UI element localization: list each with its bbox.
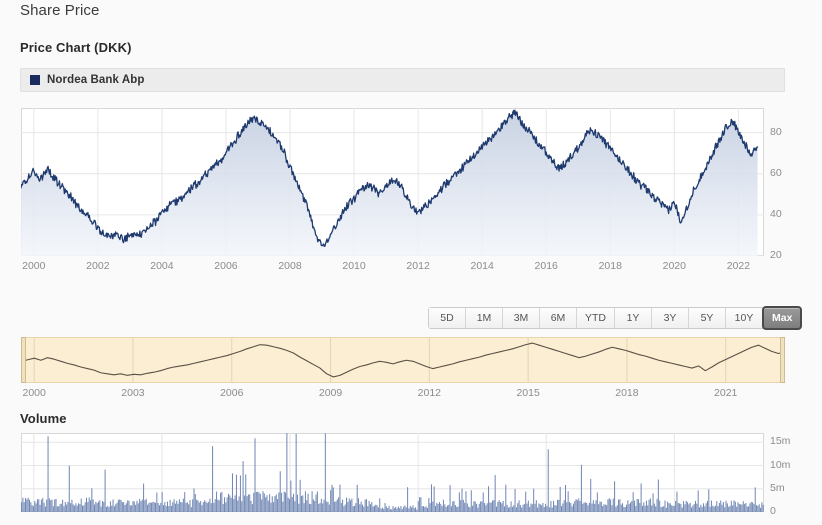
chart-legend[interactable]: Nordea Bank Abp bbox=[20, 68, 785, 92]
range-button-6m[interactable]: 6M bbox=[540, 308, 577, 328]
price-y-tick-20: 20 bbox=[770, 249, 782, 261]
price-chart-plot-area[interactable] bbox=[21, 108, 764, 256]
price-x-tick-2000: 2000 bbox=[22, 260, 46, 272]
range-button-5d[interactable]: 5D bbox=[429, 308, 466, 328]
volume-y-tick-0: 0 bbox=[770, 505, 776, 517]
navigator-x-tick-2006: 2006 bbox=[220, 387, 244, 399]
navigator-x-tick-2021: 2021 bbox=[714, 387, 738, 399]
range-button-3m[interactable]: 3M bbox=[503, 308, 540, 328]
price-x-tick-2020: 2020 bbox=[662, 260, 686, 272]
price-x-tick-2008: 2008 bbox=[278, 260, 302, 272]
navigator-x-tick-2000: 2000 bbox=[22, 387, 46, 399]
price-x-tick-2006: 2006 bbox=[214, 260, 238, 272]
price-x-tick-2010: 2010 bbox=[342, 260, 366, 272]
range-button-3y[interactable]: 3Y bbox=[652, 308, 689, 328]
price-chart-title: Price Chart (DKK) bbox=[20, 40, 132, 55]
navigator-x-tick-2012: 2012 bbox=[417, 387, 442, 399]
volume-y-tick-15m: 15m bbox=[770, 435, 791, 448]
navigator-x-tick-2009: 2009 bbox=[318, 387, 343, 399]
range-button-ytd[interactable]: YTD bbox=[577, 308, 615, 328]
price-y-tick-80: 80 bbox=[770, 125, 782, 138]
range-button-max[interactable]: Max bbox=[762, 306, 803, 330]
price-x-tick-2018: 2018 bbox=[598, 260, 622, 272]
navigator-handle-right[interactable] bbox=[780, 337, 785, 383]
page-title: Share Price bbox=[20, 2, 100, 19]
range-button-1y[interactable]: 1Y bbox=[615, 308, 652, 328]
navigator-x-tick-2003: 2003 bbox=[121, 387, 145, 399]
legend-series-label: Nordea Bank Abp bbox=[47, 74, 145, 86]
legend-color-swatch bbox=[30, 75, 40, 85]
price-y-tick-60: 60 bbox=[770, 166, 782, 179]
navigator-svg bbox=[21, 337, 785, 383]
price-x-tick-2014: 2014 bbox=[470, 260, 494, 272]
price-x-tick-2002: 2002 bbox=[86, 260, 110, 272]
range-selector-group[interactable]: 5D 1M 3M 6M YTD 1Y 3Y 5Y 10Y Max bbox=[428, 306, 803, 330]
price-x-tick-2022: 2022 bbox=[726, 260, 751, 272]
volume-chart-svg bbox=[21, 433, 764, 512]
navigator-handle-left[interactable] bbox=[21, 337, 26, 383]
price-x-tick-2016: 2016 bbox=[534, 260, 558, 272]
volume-chart-title: Volume bbox=[20, 411, 67, 426]
chart-navigator[interactable] bbox=[21, 337, 785, 383]
price-y-tick-40: 40 bbox=[770, 207, 782, 220]
price-x-tick-2004: 2004 bbox=[150, 260, 174, 272]
volume-chart-plot-area[interactable] bbox=[21, 433, 764, 512]
navigator-x-tick-2018: 2018 bbox=[615, 387, 639, 399]
range-button-10y[interactable]: 10Y bbox=[726, 308, 763, 328]
price-x-tick-2012: 2012 bbox=[406, 260, 430, 272]
price-chart-svg bbox=[21, 108, 764, 256]
volume-y-tick-10m: 10m bbox=[770, 458, 791, 471]
range-button-1m[interactable]: 1M bbox=[466, 308, 503, 328]
navigator-x-tick-2015: 2015 bbox=[516, 387, 540, 399]
volume-y-tick-5m: 5m bbox=[770, 481, 785, 494]
range-button-5y[interactable]: 5Y bbox=[689, 308, 726, 328]
